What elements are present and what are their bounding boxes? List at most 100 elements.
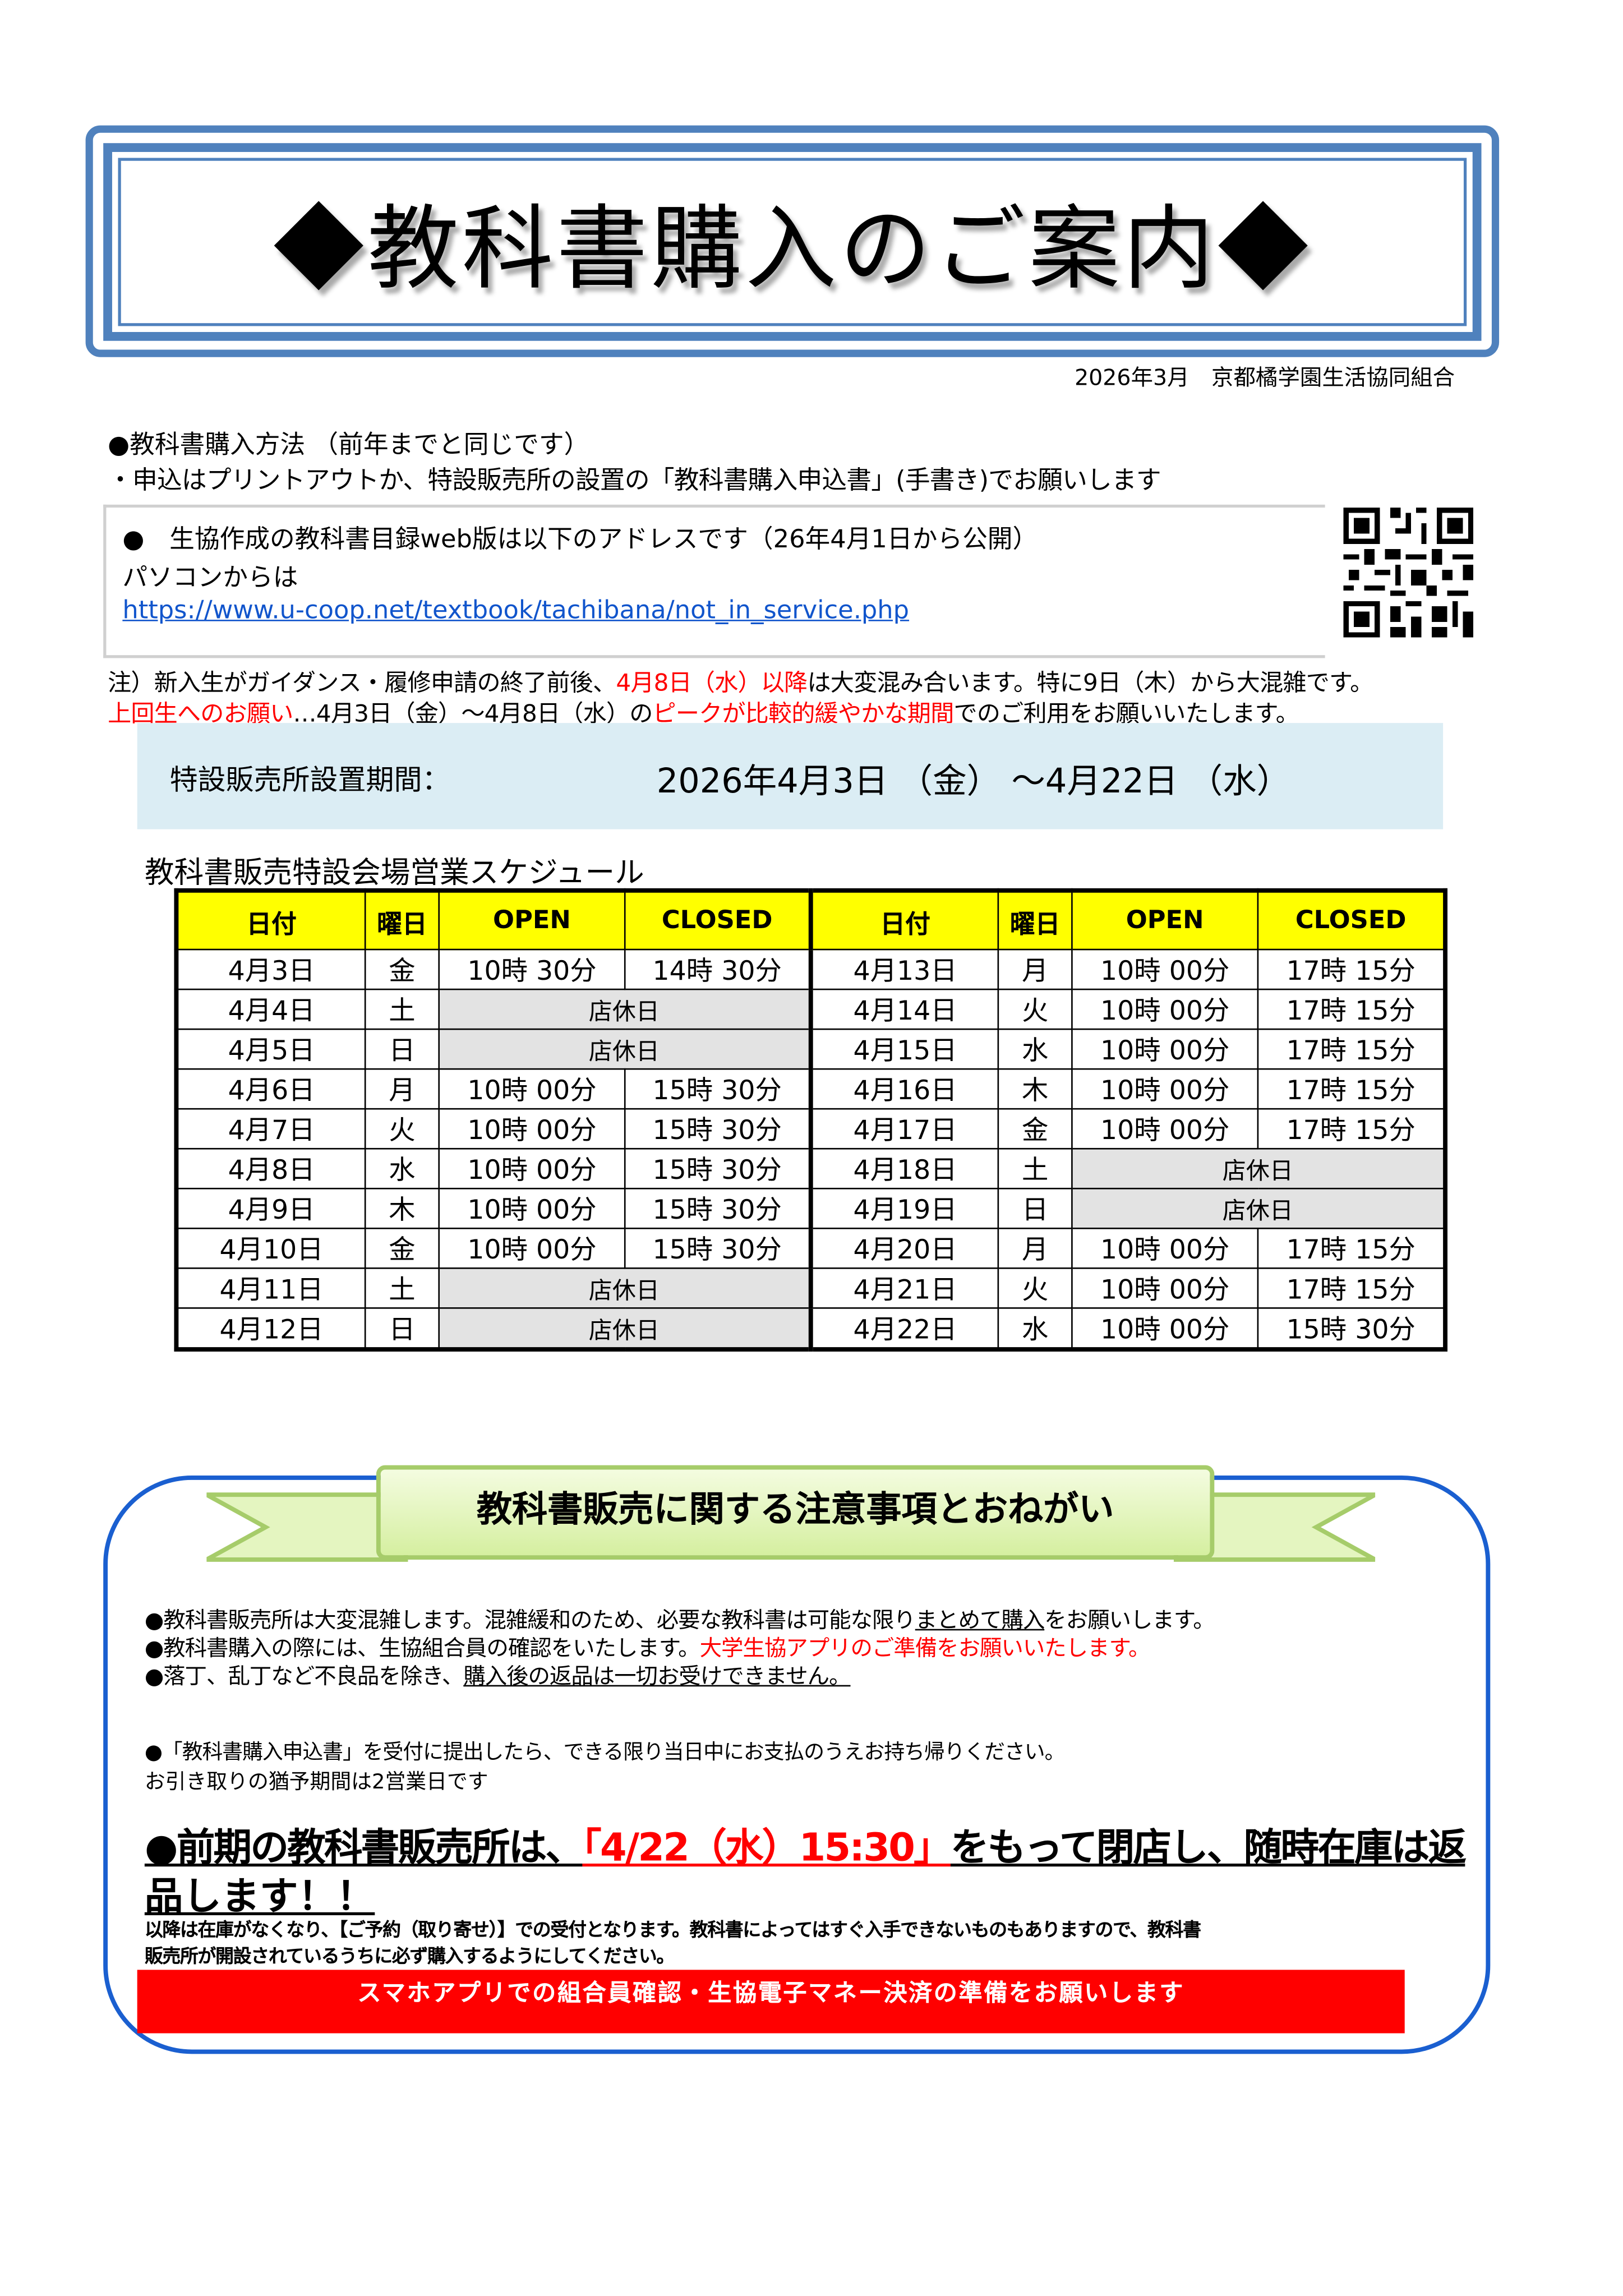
closing-text: ●前期の教科書販売所は、 xyxy=(144,1827,584,1871)
date-cell: 4月8日 xyxy=(176,1147,366,1190)
notice-highlight: 大学生協アプリのご準備をお願いいたします。 xyxy=(699,1635,1151,1662)
weekday-cell: 日 xyxy=(364,1307,440,1350)
close-time-cell: 17時 15分 xyxy=(1257,988,1446,1030)
notice-grace-period: お引き取りの猶予期間は2営業日です xyxy=(144,1771,488,1795)
open-time-cell: 10時 00分 xyxy=(1071,1267,1259,1309)
open-time-cell: 10時 30分 xyxy=(438,948,626,990)
page-title: ◆教科書購入のご案内◆ xyxy=(273,195,1312,303)
date-cell: 4月15日 xyxy=(810,1028,999,1070)
weekday-cell: 金 xyxy=(364,1227,440,1269)
date-cell: 4月22日 xyxy=(810,1307,999,1350)
date-cell: 4月10日 xyxy=(176,1227,366,1269)
table-row: 4月11日土店休日 4月21日火 10時 00分 17時 15分 xyxy=(176,1267,1446,1309)
schedule-table: 日付 曜日 OPEN CLOSED 日付 曜日 OPEN CLOSED 4月3日… xyxy=(174,888,1448,1352)
header-day: 曜日 xyxy=(997,889,1073,951)
title-inner-frame xyxy=(103,143,1482,341)
open-time-cell: 10時 00分 xyxy=(1071,988,1259,1030)
notice-underlined: 購入後の返品は一切お受けできません。 xyxy=(463,1663,851,1690)
close-time-cell: 15時 30分 xyxy=(624,1108,813,1150)
closing-date: 「4/22（水）15:30」 xyxy=(582,1827,952,1871)
open-time-cell: 10時 00分 xyxy=(1071,948,1259,990)
sales-period-box xyxy=(137,723,1444,829)
closing-text: をもって閉店し、随時在庫は返 xyxy=(950,1827,1467,1871)
header-date: 日付 xyxy=(810,889,999,951)
table-row: 4月12日日店休日 4月22日水 10時 00分 15時 30分 xyxy=(176,1307,1446,1350)
weekday-cell: 土 xyxy=(364,988,440,1030)
header-open: OPEN xyxy=(438,889,626,951)
weekday-cell: 火 xyxy=(997,988,1073,1030)
weekday-cell: 火 xyxy=(364,1108,440,1150)
open-time-cell: 10時 00分 xyxy=(438,1187,626,1229)
header-closed: CLOSED xyxy=(624,889,813,951)
table-row: 4月3日金 10時 30分 14時 30分 4月13日月 10時 00分 17時 15分 xyxy=(176,948,1446,990)
notice-underlined: まとめて購入 xyxy=(915,1607,1045,1634)
close-time-cell: 17時 15分 xyxy=(1257,948,1446,990)
close-time-cell: 17時 15分 xyxy=(1257,1028,1446,1070)
open-time-cell: 10時 00分 xyxy=(438,1147,626,1190)
weekday-cell: 土 xyxy=(364,1267,440,1309)
close-time-cell: 15時 30分 xyxy=(624,1147,813,1190)
close-time-cell: 15時 30分 xyxy=(1257,1307,1446,1350)
open-time-cell: 10時 00分 xyxy=(1071,1068,1259,1110)
web-catalog-box xyxy=(103,504,1325,658)
weekday-cell: 水 xyxy=(997,1307,1073,1350)
table-row: 4月8日水 10時 00分 15時 30分 4月18日土店休日 xyxy=(176,1147,1446,1190)
table-row: 4月10日金 10時 00分 15時 30分 4月20日月 10時 00分 17時 15分 xyxy=(176,1227,1446,1269)
weekday-cell: 水 xyxy=(364,1147,440,1190)
qr-code-icon[interactable] xyxy=(1338,508,1478,638)
open-time-cell: 10時 00分 xyxy=(438,1108,626,1150)
weekday-cell: 日 xyxy=(997,1187,1073,1229)
store-closed-cell: 店休日 xyxy=(1071,1187,1446,1229)
date-cell: 4月13日 xyxy=(810,948,999,990)
close-time-cell: 17時 15分 xyxy=(1257,1227,1446,1269)
date-cell: 4月17日 xyxy=(810,1108,999,1150)
note-highlight: ピークが比較的緩やかな期間 xyxy=(652,699,955,728)
web-line1: ● 生協作成の教科書目録web版は以下のアドレスです（26年4月1日から公開） xyxy=(122,525,1038,555)
notice-text: ●落丁、乱丁など不良品を除き、 xyxy=(144,1663,464,1690)
method-heading: ●教科書購入方法 （前年までと同じです） xyxy=(108,431,589,460)
open-time-cell: 10時 00分 xyxy=(1071,1108,1259,1150)
period-label: 特設販売所設置期間： xyxy=(169,764,450,797)
notice-text: ●教科書販売所は大変混雑します。混雑緩和のため、必要な教科書は可能な限り xyxy=(144,1607,916,1634)
store-closed-cell: 店休日 xyxy=(438,1028,813,1070)
store-closed-cell: 店休日 xyxy=(438,1307,813,1350)
weekday-cell: 月 xyxy=(997,948,1073,990)
date-cell: 4月19日 xyxy=(810,1187,999,1229)
close-time-cell: 17時 15分 xyxy=(1257,1267,1446,1309)
table-header-row: 日付 曜日 OPEN CLOSED 日付 曜日 OPEN CLOSED xyxy=(176,889,1446,951)
note-text: 注）新入生がガイダンス・履修申請の終了前後、 xyxy=(108,668,616,697)
weekday-cell: 金 xyxy=(997,1108,1073,1150)
store-closed-cell: 店休日 xyxy=(438,1267,813,1309)
header-closed: CLOSED xyxy=(1257,889,1446,951)
weekday-cell: 日 xyxy=(364,1028,440,1070)
close-time-cell: 17時 15分 xyxy=(1257,1068,1446,1110)
note-text: でのご利用をお願いいたします。 xyxy=(953,699,1299,728)
header-open: OPEN xyxy=(1071,889,1259,951)
weekday-cell: 金 xyxy=(364,948,440,990)
banner-text: スマホアプリでの組合員確認・生協電子マネー決済の準備をお願いします xyxy=(357,1979,1185,2007)
date-cell: 4月7日 xyxy=(176,1108,366,1150)
notice-bullet-2: ●教科書購入の際には、生協組合員の確認をいたします。大学生協アプリのご準備をお願… xyxy=(145,1632,1151,1663)
notice-bullet-4: ●「教科書購入申込書」を受付に提出したら、できる限り当日中にお支払のうえお持ち帰… xyxy=(144,1741,1066,1765)
weekday-cell: 月 xyxy=(364,1068,440,1110)
open-time-cell: 10時 00分 xyxy=(1071,1227,1259,1269)
note-highlight: 上回生へのお願い xyxy=(108,699,293,728)
date-cell: 4月4日 xyxy=(176,988,366,1030)
date-cell: 4月11日 xyxy=(176,1267,366,1309)
ribbon-tails xyxy=(206,1492,1376,1562)
notice-bullet-1: ●教科書販売所は大変混雑します。混雑緩和のため、必要な教科書は可能な限りまとめて… xyxy=(145,1604,1215,1635)
note-line-2: 上回生へのお願い…4月3日（金）～4月8日（水）のピークが比較的緩やかな期間での… xyxy=(108,694,1299,729)
date-cell: 4月14日 xyxy=(810,988,999,1030)
weekday-cell: 木 xyxy=(997,1068,1073,1110)
method-line: ・申込はプリントアウトか、特設販売所の設置の「教科書購入申込書」(手書き)でお願… xyxy=(108,466,1161,496)
web-line2: パソコンからは xyxy=(122,564,298,593)
date-cell: 4月5日 xyxy=(176,1028,366,1070)
date-cell: 4月9日 xyxy=(176,1187,366,1229)
open-time-cell: 10時 00分 xyxy=(1071,1028,1259,1070)
table-row: 4月4日土店休日 4月14日火 10時 00分 17時 15分 xyxy=(176,988,1446,1030)
catalog-url-link[interactable]: https://www.u-coop.net/textbook/tachiban… xyxy=(122,596,910,626)
date-cell: 4月20日 xyxy=(810,1227,999,1269)
close-time-cell: 15時 30分 xyxy=(624,1227,813,1269)
store-closed-cell: 店休日 xyxy=(438,988,813,1030)
reservation-note-1: 以降は在庫がなくなり、【ご予約（取り寄せ）】での受付となります。教科書によっては… xyxy=(144,1918,1201,1940)
